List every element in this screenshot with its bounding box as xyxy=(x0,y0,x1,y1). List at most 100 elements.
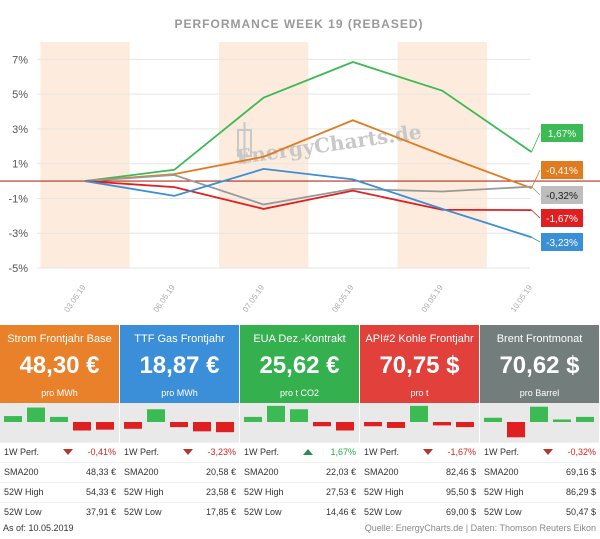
low-label: 52W Low xyxy=(124,507,162,517)
sma-row: SMA200 22,03 € xyxy=(240,462,359,482)
weekday-bands xyxy=(40,42,487,268)
spark-bar xyxy=(124,422,142,429)
end-value-badge xyxy=(541,233,583,251)
card-price: 48,30 € xyxy=(19,352,100,379)
x-tick-label: 08.05.19 xyxy=(330,283,356,314)
card-header: API#2 Kohle Frontjahr 70,75 $ pro t xyxy=(360,325,479,403)
badge-connector xyxy=(531,132,541,153)
card-price: 70,62 $ xyxy=(499,352,580,379)
performance-chart: EnergyCharts.de 7%5%3%1%-1%-3%-5% 03.05.… xyxy=(0,17,600,314)
sma-row: SMA200 82,46 $ xyxy=(360,462,479,482)
chart-title: PERFORMANCE WEEK 19 (REBASED) xyxy=(174,17,423,31)
card-unit: pro t CO2 xyxy=(279,388,319,398)
x-tick-label: 03.05.19 xyxy=(62,283,88,314)
spark-bar xyxy=(576,416,594,422)
card-stats: 1W Perf. -0,41% SMA200 48,33 € 52W High 54,33… xyxy=(0,442,119,522)
high-value: 23,58 € xyxy=(205,487,236,497)
card-header: Brent Frontmonat 70,62 $ pro Barrel xyxy=(480,325,599,403)
card-header: TTF Gas Frontjahr 18,87 € pro MWh xyxy=(120,325,239,403)
low-label: 52W Low xyxy=(4,507,42,517)
card-unit: pro Barrel xyxy=(519,388,560,398)
low-label: 52W Low xyxy=(244,507,282,517)
high-row: 52W High 86,29 $ xyxy=(480,482,599,502)
day-band xyxy=(40,42,130,268)
spark-bar xyxy=(170,422,188,428)
spark-bar xyxy=(456,422,474,428)
spark-bar xyxy=(290,409,308,422)
end-value-labels: 1,67% -0,41% -0,32% -1,67% -3,23% xyxy=(531,124,583,251)
sma-label: SMA200 xyxy=(4,467,39,477)
end-value-badge xyxy=(541,209,583,227)
card-stats: 1W Perf. -0,32% SMA200 69,16 $ 52W High 86,29… xyxy=(480,442,599,522)
card-sparkbars xyxy=(240,403,359,442)
low-row: 52W Low 14,46 € xyxy=(240,502,359,522)
low-value: 14,46 € xyxy=(325,507,356,517)
perf-row: 1W Perf. 1,67% xyxy=(240,442,359,462)
series-line xyxy=(84,180,532,212)
series-line xyxy=(84,61,533,182)
arrow-up-icon xyxy=(303,449,313,455)
instrument-card: EUA Dez.-Kontrakt 25,62 € pro t CO2 1W Perf… xyxy=(240,325,359,522)
arrow-down-icon xyxy=(183,449,193,455)
end-value-label: -0,32% xyxy=(546,191,578,202)
y-tick-label: -1% xyxy=(8,193,28,205)
spark-bar xyxy=(27,407,45,422)
low-row: 52W Low 17,85 € xyxy=(120,502,239,522)
card-title: TTF Gas Frontjahr xyxy=(134,333,225,345)
x-tick-label: 09.05.19 xyxy=(420,283,446,314)
instrument-card: API#2 Kohle Frontjahr 70,75 $ pro t 1W Perf… xyxy=(360,325,479,522)
card-price: 18,87 € xyxy=(139,352,220,379)
end-value-label: -0,41% xyxy=(546,166,578,177)
perf-label: 1W Perf. xyxy=(364,447,400,457)
high-value: 54,33 € xyxy=(85,487,116,497)
high-row: 52W High 95,50 $ xyxy=(360,482,479,502)
card-stats: 1W Perf. -3,23% SMA200 20,58 € 52W High 23,58… xyxy=(120,442,239,522)
high-value: 27,53 € xyxy=(325,487,356,497)
spark-bar xyxy=(4,416,22,422)
perf-row: 1W Perf. -1,67% xyxy=(360,442,479,462)
day-band xyxy=(219,42,309,268)
card-title: Strom Frontjahr Base xyxy=(7,333,112,345)
high-label: 52W High xyxy=(484,487,524,497)
y-tick-label: 7% xyxy=(12,54,28,66)
low-row: 52W Low 69,00 $ xyxy=(360,502,479,522)
perf-label: 1W Perf. xyxy=(244,447,280,457)
y-tick-label: 3% xyxy=(12,124,28,136)
card-price: 25,62 € xyxy=(259,352,340,379)
spark-bar xyxy=(364,422,382,427)
end-value-badge xyxy=(541,161,583,179)
low-label: 52W Low xyxy=(364,507,402,517)
series-line xyxy=(84,167,532,239)
high-row: 52W High 23,58 € xyxy=(120,482,239,502)
end-value-label: -1,67% xyxy=(546,214,578,225)
card-sparkbars xyxy=(360,403,479,442)
spark-bar xyxy=(193,422,211,432)
perf-label: 1W Perf. xyxy=(484,447,520,457)
spark-bar xyxy=(73,422,91,431)
high-value: 95,50 $ xyxy=(445,487,476,497)
y-tick-label: -3% xyxy=(8,228,28,240)
low-value: 37,91 € xyxy=(85,507,116,517)
card-unit: pro MWh xyxy=(41,388,78,398)
end-value-badge xyxy=(541,186,583,204)
badge-connector xyxy=(531,186,541,196)
spark-bar xyxy=(216,422,234,433)
spark-bar xyxy=(530,406,548,422)
arrow-down-icon xyxy=(423,449,433,455)
spark-bar xyxy=(410,405,428,422)
x-tick-label: 07.05.19 xyxy=(241,283,267,314)
card-title: EUA Dez.-Kontrakt xyxy=(253,333,346,345)
low-value: 50,47 $ xyxy=(565,507,596,517)
arrow-down-icon xyxy=(63,449,73,455)
perf-value: -0,32% xyxy=(567,447,596,457)
sma-value: 48,33 € xyxy=(85,467,116,477)
card-title: Brent Frontmonat xyxy=(496,333,583,345)
badge-connector xyxy=(531,236,541,243)
sma-label: SMA200 xyxy=(364,467,399,477)
spark-bar xyxy=(267,405,285,422)
high-value: 86,29 $ xyxy=(565,487,596,497)
sma-row: SMA200 69,16 $ xyxy=(480,462,599,482)
source-note: Quelle: EnergyCharts.de | Daten: Thomson… xyxy=(364,523,596,533)
instrument-card: TTF Gas Frontjahr 18,87 € pro MWh 1W Perf. -… xyxy=(120,325,239,522)
perf-row: 1W Perf. -0,41% xyxy=(0,442,119,462)
